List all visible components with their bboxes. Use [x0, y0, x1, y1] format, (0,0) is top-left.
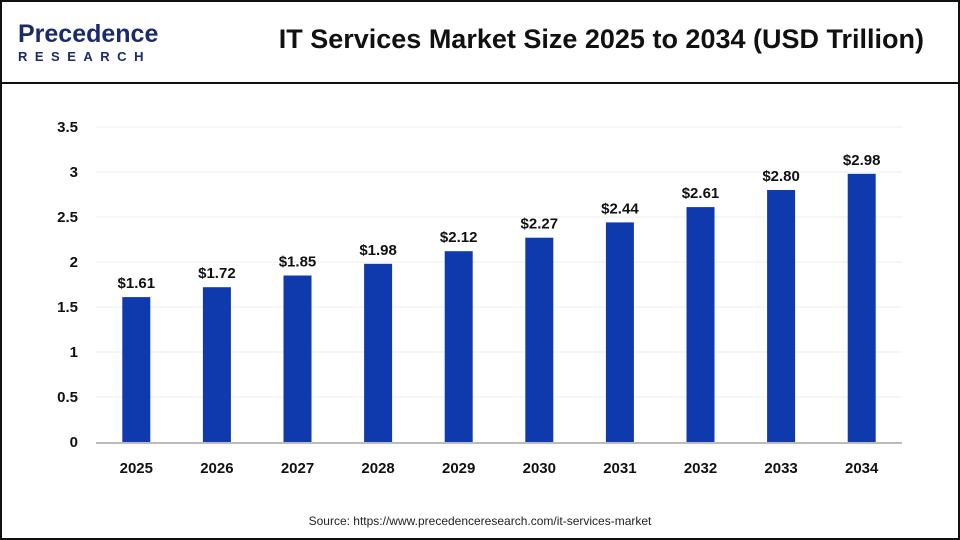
data-label: $1.85 — [279, 254, 317, 271]
data-label: $2.27 — [521, 216, 559, 233]
x-tick-label: 2028 — [361, 460, 394, 477]
header: Precedence RESEARCH IT Services Market S… — [0, 0, 960, 84]
x-tick-label: 2029 — [442, 460, 475, 477]
data-label: $1.61 — [118, 275, 156, 292]
x-tick-label: 2030 — [523, 460, 556, 477]
y-tick-label: 1.5 — [57, 299, 78, 316]
y-tick-label: 1 — [70, 344, 78, 361]
bar — [202, 287, 231, 442]
x-tick-label: 2025 — [120, 460, 153, 477]
data-label: $1.72 — [198, 265, 236, 282]
bar — [847, 173, 876, 443]
data-label: $2.98 — [843, 152, 881, 169]
data-label: $2.12 — [440, 229, 478, 246]
data-label: $1.98 — [359, 242, 397, 259]
bar — [605, 222, 634, 442]
y-tick-label: 3.5 — [57, 119, 78, 136]
x-tick-label: 2032 — [684, 460, 717, 477]
y-tick-label: 2.5 — [57, 209, 78, 226]
bar — [444, 251, 473, 442]
x-tick-label: 2031 — [603, 460, 636, 477]
logo-line2: RESEARCH — [18, 49, 151, 64]
x-tick-label: 2026 — [200, 460, 233, 477]
logo-line1: Precedence — [18, 20, 159, 48]
y-tick-label: 3 — [70, 164, 78, 181]
data-label: $2.61 — [682, 185, 720, 202]
x-tick-label: 2033 — [764, 460, 797, 477]
bar — [364, 263, 393, 442]
bar — [122, 297, 151, 442]
y-tick-label: 0 — [70, 434, 78, 451]
y-tick-label: 0.5 — [57, 389, 78, 406]
bar — [686, 207, 715, 442]
source-text: Source: https://www.precedenceresearch.c… — [308, 514, 652, 528]
bar — [283, 275, 312, 442]
y-tick-label: 2 — [70, 254, 78, 271]
data-label: $2.80 — [762, 168, 800, 185]
x-tick-label: 2034 — [845, 460, 879, 477]
bar — [767, 190, 796, 442]
precedence-research-logo: Precedence RESEARCH — [18, 20, 159, 65]
bar — [525, 237, 554, 442]
chart-title: IT Services Market Size 2025 to 2034 (US… — [278, 24, 924, 54]
data-label: $2.44 — [601, 200, 639, 217]
x-tick-label: 2027 — [281, 460, 314, 477]
